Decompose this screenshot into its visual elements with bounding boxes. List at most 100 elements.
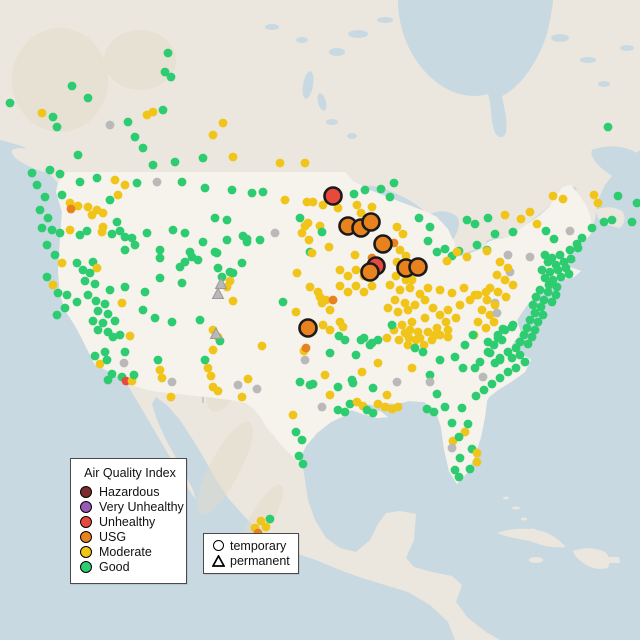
station-dot xyxy=(555,250,565,260)
station-dot xyxy=(304,235,314,245)
station-dot xyxy=(155,245,165,255)
legend-item-permanent: permanent xyxy=(212,553,290,568)
station-dot xyxy=(50,250,60,260)
symbol-legend: temporary permanent xyxy=(203,533,299,574)
station-dot xyxy=(523,339,533,349)
station-dot xyxy=(475,357,485,367)
station-dot xyxy=(501,292,511,302)
station-dot xyxy=(360,185,370,195)
station-dot-large xyxy=(361,212,381,232)
station-dot xyxy=(237,258,247,268)
station-dot xyxy=(52,310,62,320)
station-dot xyxy=(462,252,472,262)
station-dot xyxy=(300,355,310,365)
station-dot xyxy=(210,213,220,223)
station-dot xyxy=(398,229,408,239)
station-dot xyxy=(129,370,139,380)
station-dot xyxy=(577,233,587,243)
station-dot xyxy=(91,296,101,306)
station-dot xyxy=(627,217,637,227)
station-dot xyxy=(458,363,468,373)
station-dot xyxy=(295,377,305,387)
newfoundland xyxy=(600,112,637,140)
station-dot xyxy=(168,225,178,235)
station-dot xyxy=(297,228,307,238)
station-dot xyxy=(533,317,543,327)
station-dot xyxy=(531,292,541,302)
station-dot xyxy=(222,235,232,245)
station-dot xyxy=(65,225,75,235)
station-dot xyxy=(432,323,442,333)
station-dot xyxy=(305,282,315,292)
station-dot xyxy=(247,188,257,198)
station-dot xyxy=(48,112,58,122)
station-dot xyxy=(295,213,305,223)
station-dot xyxy=(503,263,513,273)
station-dot xyxy=(291,307,301,317)
station-dot xyxy=(507,353,517,363)
station-dot xyxy=(460,340,470,350)
station-dot xyxy=(395,245,405,255)
station-dot xyxy=(148,107,158,117)
station-dot xyxy=(543,287,553,297)
station-dot xyxy=(405,325,415,335)
station-dot xyxy=(177,177,187,187)
station-dot xyxy=(532,219,542,229)
station-dot xyxy=(53,288,63,298)
station-dot xyxy=(553,265,563,275)
station-dot xyxy=(538,310,548,320)
station-dot xyxy=(100,347,110,357)
station-dot xyxy=(208,130,218,140)
station-dot xyxy=(127,233,137,243)
station-dot xyxy=(155,273,165,283)
station-dot xyxy=(73,201,83,211)
station-dot xyxy=(60,303,70,313)
station-dot xyxy=(120,245,130,255)
station-dot xyxy=(200,183,210,193)
hispaniola xyxy=(573,548,610,569)
station-dot xyxy=(320,370,330,380)
station-dot xyxy=(167,317,177,327)
station-dot xyxy=(112,217,122,227)
station-dot xyxy=(544,280,554,290)
station-dot xyxy=(530,308,540,318)
station-dot xyxy=(105,120,115,130)
station-dot xyxy=(537,265,547,275)
station-dot xyxy=(508,280,518,290)
station-dot xyxy=(367,281,377,291)
station-dot xyxy=(307,248,317,258)
station-dot xyxy=(368,383,378,393)
station-dot xyxy=(503,367,513,377)
station-dot xyxy=(158,105,168,115)
station-dot xyxy=(42,272,52,282)
station-dot xyxy=(385,280,395,290)
station-dot xyxy=(83,202,93,212)
station-dot xyxy=(213,263,223,273)
station-dot xyxy=(405,283,415,293)
station-dot xyxy=(120,282,130,292)
station-dot xyxy=(459,283,469,293)
legend-item-usg: USG xyxy=(80,530,180,544)
station-dot xyxy=(410,343,420,353)
station-dot xyxy=(180,228,190,238)
station-dot xyxy=(103,375,113,385)
station-dot xyxy=(163,48,173,58)
station-dot xyxy=(324,242,334,252)
station-dot xyxy=(110,175,120,185)
station-dot xyxy=(450,352,460,362)
station-dot xyxy=(103,309,113,319)
station-dot xyxy=(382,333,392,343)
station-dot xyxy=(470,219,480,229)
hudson-bay xyxy=(398,0,553,138)
station-dot xyxy=(495,373,505,383)
station-dot xyxy=(138,143,148,153)
station-dot xyxy=(72,297,82,307)
station-dot-large xyxy=(298,318,318,338)
station-dot xyxy=(447,443,457,453)
station-dot xyxy=(414,213,424,223)
station-dot xyxy=(317,227,327,237)
station-dot xyxy=(390,295,400,305)
legend-item-unhealthy: Unhealthy xyxy=(80,515,180,529)
station-dot xyxy=(519,330,529,340)
station-dot xyxy=(368,408,378,418)
